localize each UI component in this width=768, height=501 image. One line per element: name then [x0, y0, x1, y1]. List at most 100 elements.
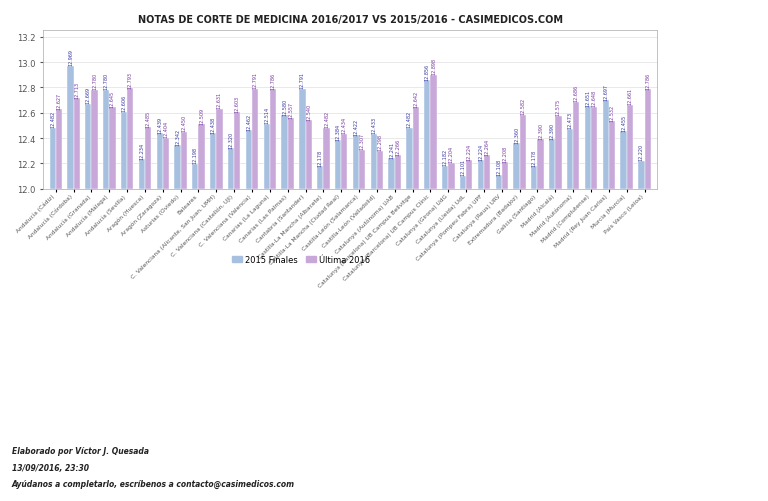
Text: 12.482: 12.482: [50, 111, 55, 128]
Text: 12.509: 12.509: [199, 108, 204, 124]
Text: 12.462: 12.462: [247, 113, 251, 130]
Text: 12.713: 12.713: [74, 82, 79, 99]
Text: 12.856: 12.856: [425, 64, 430, 81]
Bar: [198, 125, 205, 189]
Text: 12.241: 12.241: [389, 141, 394, 158]
Text: 12.390: 12.390: [550, 123, 554, 140]
Bar: [121, 113, 127, 189]
Text: 12.898: 12.898: [431, 58, 436, 75]
Text: 12.482: 12.482: [324, 111, 329, 128]
Bar: [442, 166, 449, 189]
Text: 12.320: 12.320: [229, 131, 233, 148]
Text: 12.473: 12.473: [568, 112, 572, 129]
Bar: [389, 159, 395, 189]
Text: 12.669: 12.669: [86, 87, 91, 104]
Bar: [573, 103, 579, 189]
Bar: [495, 176, 502, 189]
Text: 12.101: 12.101: [461, 159, 465, 176]
Text: 12.786: 12.786: [270, 72, 276, 90]
Bar: [192, 164, 198, 189]
Bar: [406, 128, 412, 189]
Bar: [252, 89, 258, 189]
Bar: [270, 90, 276, 189]
Text: 12.450: 12.450: [181, 115, 187, 132]
Text: 12.178: 12.178: [318, 149, 323, 166]
Title: NOTAS DE CORTE DE MEDICINA 2016/2017 VS 2015/2016 - CASIMEDICOS.COM: NOTAS DE CORTE DE MEDICINA 2016/2017 VS …: [137, 15, 563, 25]
Bar: [306, 121, 312, 189]
Bar: [139, 160, 145, 189]
Text: 12.182: 12.182: [442, 149, 448, 166]
Bar: [567, 130, 573, 189]
Bar: [68, 67, 74, 189]
Bar: [644, 90, 650, 189]
Text: 12.422: 12.422: [353, 118, 359, 135]
Text: 12.532: 12.532: [610, 105, 614, 122]
Bar: [180, 132, 187, 189]
Text: 12.198: 12.198: [193, 147, 198, 164]
Bar: [638, 161, 644, 189]
Text: 12.264: 12.264: [485, 138, 489, 155]
Bar: [502, 163, 508, 189]
Text: 12.557: 12.557: [288, 101, 293, 118]
Bar: [395, 156, 401, 189]
Bar: [520, 116, 526, 189]
Bar: [263, 124, 270, 189]
Bar: [531, 167, 538, 189]
Bar: [412, 108, 419, 189]
Text: 12.606: 12.606: [121, 95, 127, 112]
Text: 12.390: 12.390: [538, 123, 543, 140]
Text: 12.645: 12.645: [110, 90, 115, 107]
Text: 12.434: 12.434: [342, 117, 347, 134]
Text: 12.433: 12.433: [371, 117, 376, 134]
Bar: [591, 107, 598, 189]
Bar: [157, 134, 163, 189]
Text: 12.514: 12.514: [264, 107, 270, 124]
Text: 12.208: 12.208: [502, 145, 508, 162]
Bar: [163, 138, 169, 189]
Text: 13/09/2016, 23:30: 13/09/2016, 23:30: [12, 463, 88, 472]
Text: 12.786: 12.786: [645, 72, 650, 90]
Text: 12.686: 12.686: [574, 85, 579, 102]
Text: 12.793: 12.793: [127, 72, 133, 89]
Bar: [300, 89, 306, 189]
Bar: [317, 167, 323, 189]
Text: 12.266: 12.266: [396, 138, 400, 155]
Text: 12.780: 12.780: [92, 73, 97, 90]
Text: 12.404: 12.404: [164, 121, 168, 138]
Bar: [609, 122, 615, 189]
Text: 12.438: 12.438: [210, 116, 216, 133]
Bar: [109, 108, 115, 189]
Text: 12.791: 12.791: [300, 72, 305, 89]
Text: 12.220: 12.220: [639, 144, 644, 161]
Bar: [127, 89, 134, 189]
Bar: [449, 164, 455, 189]
Text: 12.969: 12.969: [68, 50, 73, 66]
Text: 12.108: 12.108: [496, 158, 502, 175]
Text: 12.697: 12.697: [603, 84, 608, 101]
Text: 12.224: 12.224: [478, 143, 483, 160]
Text: 12.455: 12.455: [621, 114, 626, 131]
Text: 12.575: 12.575: [556, 99, 561, 116]
Bar: [538, 140, 544, 189]
Bar: [603, 101, 609, 189]
Text: 12.298: 12.298: [378, 134, 382, 151]
Text: 12.661: 12.661: [627, 88, 632, 105]
Text: 12.540: 12.540: [306, 104, 311, 121]
Bar: [74, 99, 80, 189]
Bar: [430, 76, 437, 189]
Bar: [103, 91, 109, 189]
Bar: [145, 128, 151, 189]
Text: 12.307: 12.307: [359, 133, 365, 150]
Text: 12.485: 12.485: [146, 110, 151, 128]
Bar: [478, 161, 484, 189]
Bar: [584, 107, 591, 189]
Text: 12.648: 12.648: [591, 90, 597, 107]
Text: 12.642: 12.642: [413, 91, 419, 108]
Bar: [371, 135, 377, 189]
Text: 12.234: 12.234: [139, 142, 144, 159]
Bar: [359, 151, 366, 189]
Bar: [91, 91, 98, 189]
Text: 12.384: 12.384: [336, 123, 340, 140]
Text: 12.651: 12.651: [585, 90, 591, 107]
Bar: [484, 156, 490, 189]
